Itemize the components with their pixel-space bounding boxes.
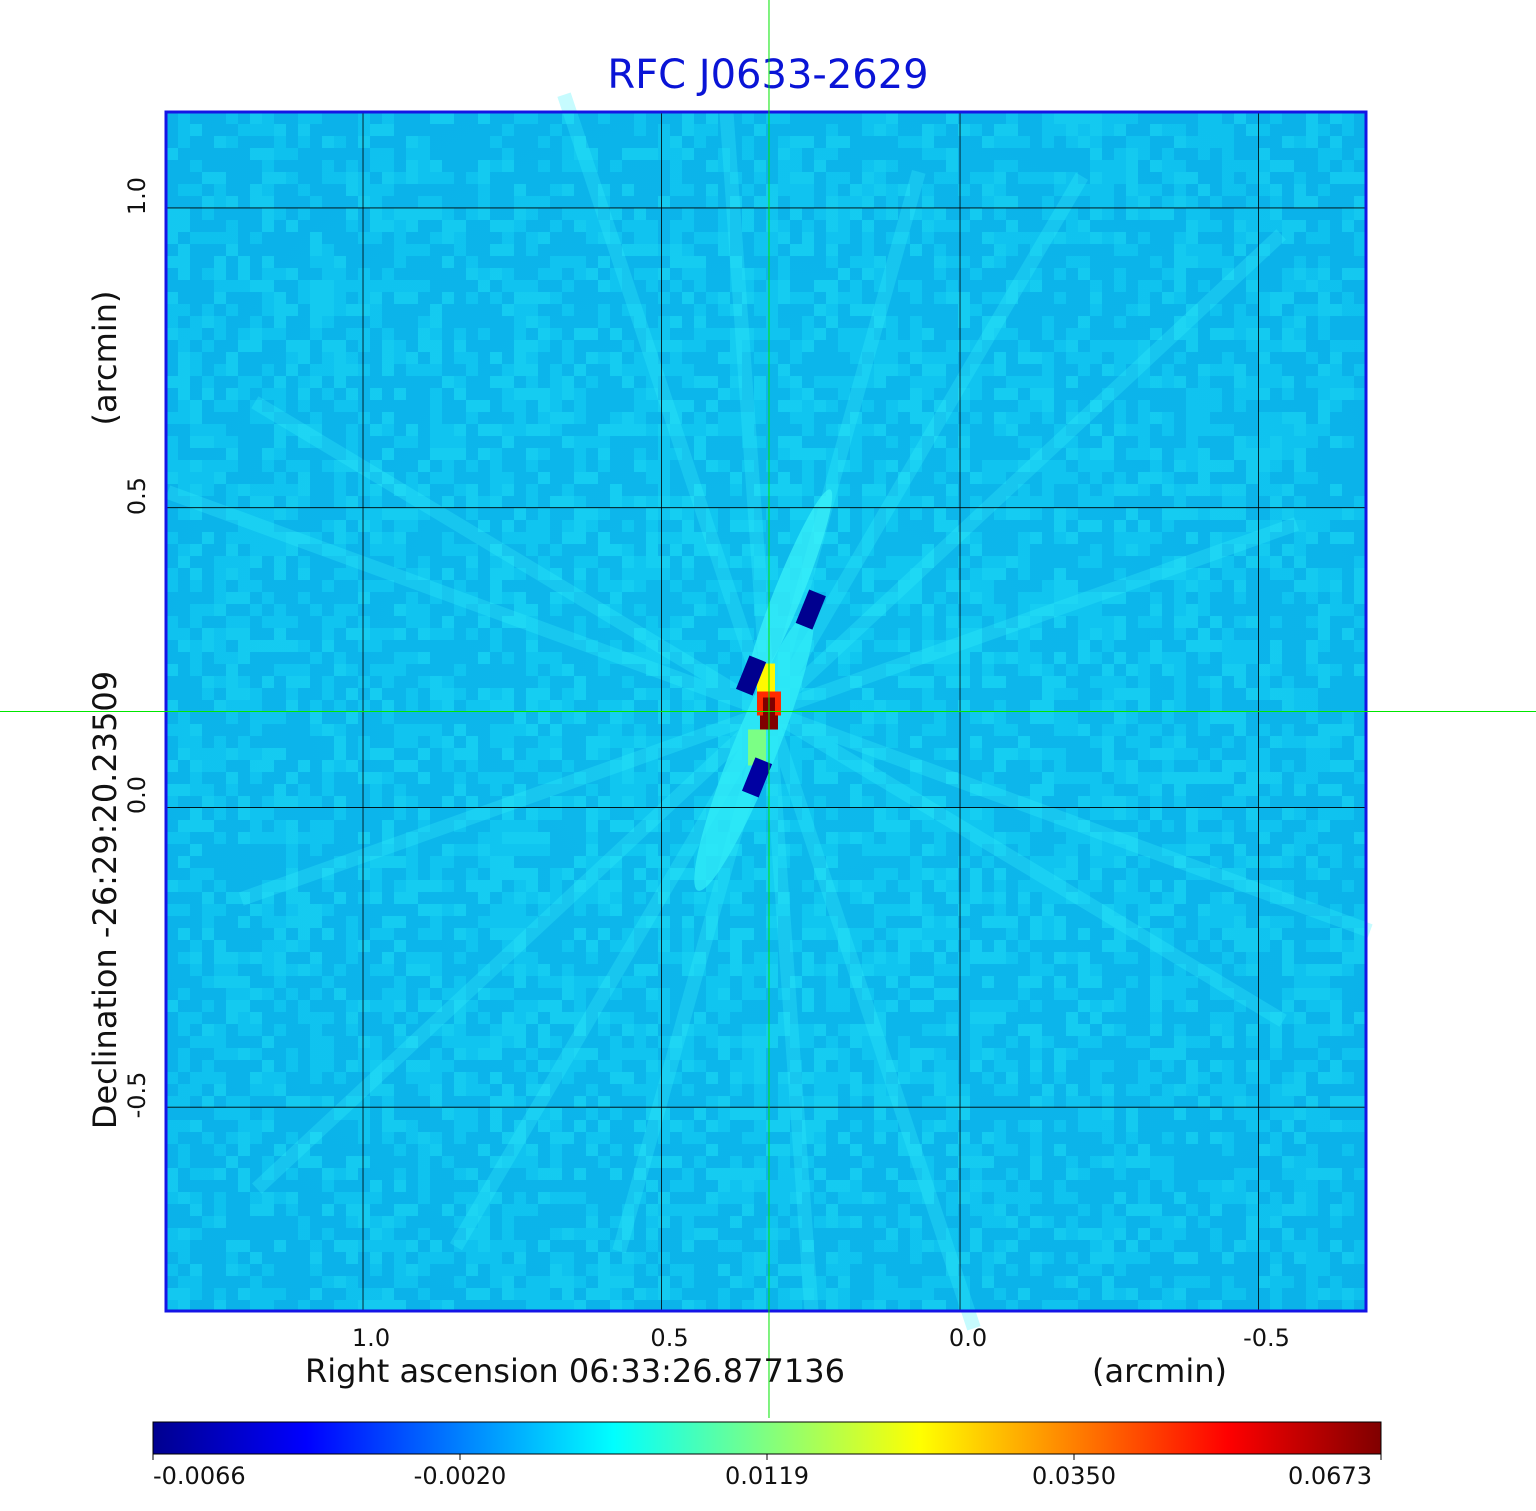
- y-axis-label: Declination -26:29:20.23509: [86, 670, 124, 1130]
- y-tick-label: 0.5: [123, 476, 151, 515]
- x-tick-label: 0.0: [948, 1324, 988, 1352]
- colorbar-tick-label: 0.0350: [1032, 1462, 1116, 1490]
- colorbar-tick-label: -0.0020: [413, 1462, 507, 1490]
- x-axis-label: Right ascension 06:33:26.877136: [305, 1352, 845, 1390]
- chart-title: RFC J0633-2629: [607, 52, 929, 98]
- feature-5: [741, 757, 773, 798]
- x-tick-label: 0.5: [650, 1324, 689, 1352]
- feature-2: [748, 729, 767, 766]
- feature-3: [795, 589, 826, 630]
- colorbar-tick-label: 0.0673: [1288, 1462, 1372, 1490]
- x-tick-label: 1.0: [351, 1324, 391, 1352]
- colorbar-tick-label: -0.0066: [153, 1462, 246, 1490]
- heatmap-texture: [166, 112, 1366, 1312]
- colorbar-tick-label: 0.0119: [725, 1462, 809, 1490]
- y-tick-label: -0.5: [123, 1071, 151, 1119]
- y-axis-unit: (arcmin): [86, 290, 124, 426]
- feature-4: [735, 655, 767, 696]
- x-axis-unit: (arcmin): [1092, 1352, 1227, 1390]
- colorbar: [152, 1421, 1382, 1455]
- y-tick-label: 0.0: [123, 776, 151, 815]
- x-tick-label: -0.5: [1243, 1324, 1290, 1352]
- y-tick-label: 1.0: [123, 176, 151, 215]
